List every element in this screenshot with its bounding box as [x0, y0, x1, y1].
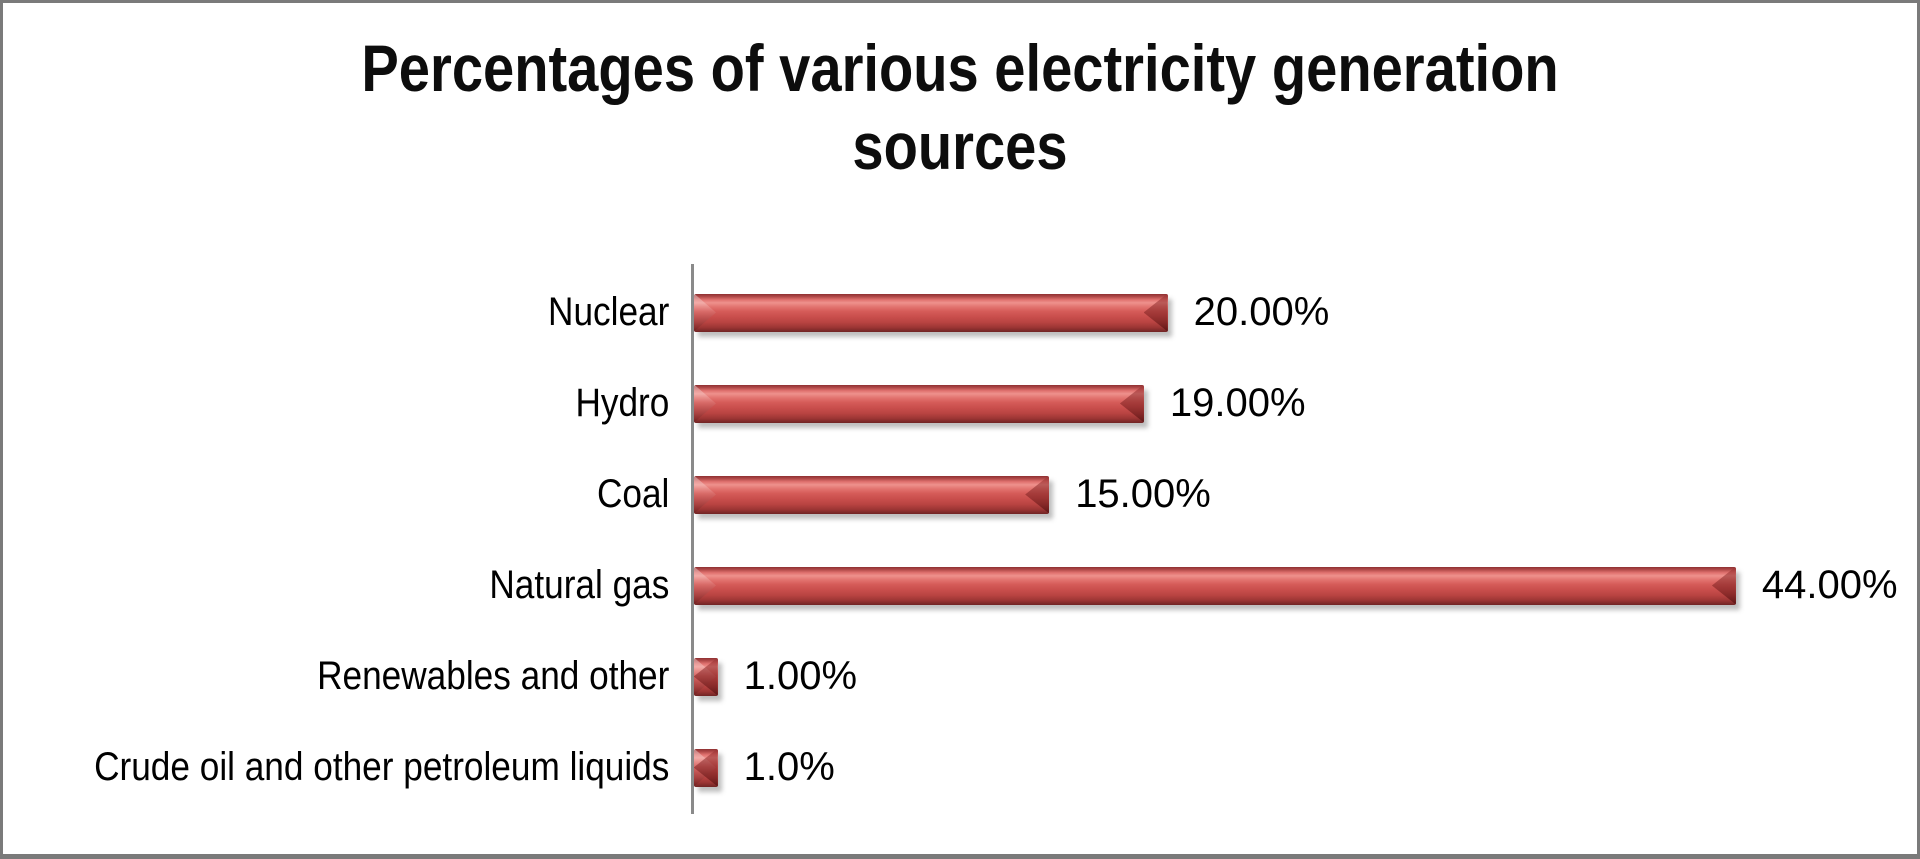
chart-title-line-2: sources: [852, 109, 1068, 183]
bar: [694, 657, 718, 696]
value-label: 44.00%: [1761, 563, 1898, 607]
category-axis-line: [691, 264, 694, 814]
bar: [694, 566, 1736, 605]
category-label: Coal: [596, 472, 670, 516]
bar-row: Crude oil and other petroleum liquids 1.0…: [3, 722, 1917, 813]
value-label: 20.00%: [1193, 290, 1330, 334]
category-label: Hydro: [575, 381, 670, 425]
bar-row: Coal 15.00%: [3, 449, 1917, 540]
value-label: 19.00%: [1169, 381, 1306, 425]
chart-title-line-1: Percentages of various electricity gener…: [361, 31, 1559, 105]
value-label: 1.0%: [743, 745, 835, 789]
value-label: 15.00%: [1075, 472, 1211, 516]
bar: [694, 384, 1144, 423]
bar: [694, 293, 1168, 332]
value-label: 1.00%: [743, 654, 858, 698]
plot-area: Nuclear 20.00% Hydro 19.00% Coal 15.00% Natura…: [3, 267, 1917, 813]
bar-row: Renewables and other 1.00%: [3, 631, 1917, 722]
bar-row: Hydro 19.00%: [3, 358, 1917, 449]
category-label: Crude oil and other petroleum liquids: [94, 745, 670, 789]
category-label: Renewables and other: [317, 654, 670, 698]
chart-title: Percentages of various electricity gener…: [3, 29, 1917, 185]
bar-row: Natural gas 44.00%: [3, 540, 1917, 631]
bar: [694, 475, 1050, 514]
category-label: Nuclear: [548, 290, 670, 334]
bar: [694, 748, 718, 787]
bar-row: Nuclear 20.00%: [3, 267, 1917, 358]
category-label: Natural gas: [489, 563, 670, 607]
